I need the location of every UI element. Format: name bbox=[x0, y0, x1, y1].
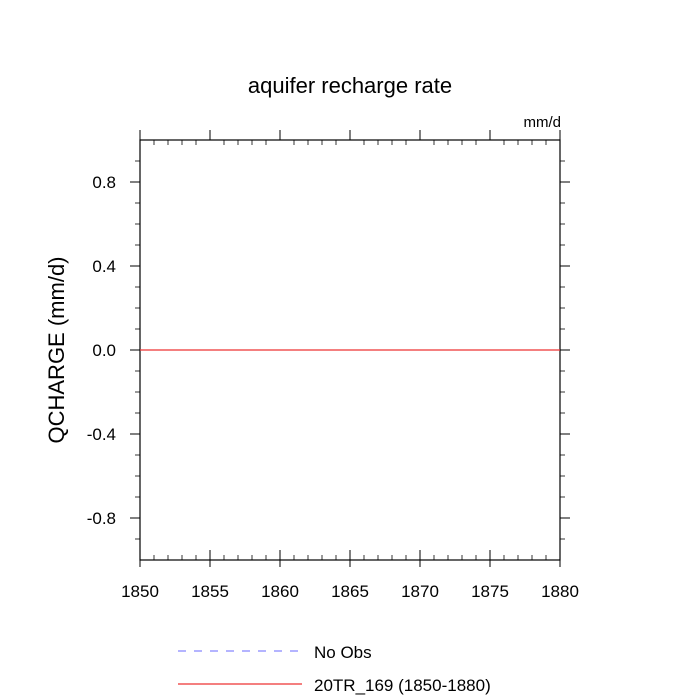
x-tick-label: 1880 bbox=[541, 582, 579, 601]
x-tick-label: 1875 bbox=[471, 582, 509, 601]
legend: No Obs 20TR_169 (1850-1880) bbox=[178, 643, 491, 695]
plot-area: 1850 1855 1860 1865 1870 1875 1880 -0.8 -0.4 0.0 0… bbox=[87, 130, 579, 601]
x-tick-label: 1860 bbox=[261, 582, 299, 601]
units-label: mm/d bbox=[524, 114, 562, 131]
y-tick-label: 0.0 bbox=[92, 341, 116, 360]
legend-label: 20TR_169 (1850-1880) bbox=[314, 676, 491, 695]
x-tick-label: 1865 bbox=[331, 582, 369, 601]
y-tick-label: -0.8 bbox=[87, 509, 116, 528]
chart-title: aquifer recharge rate bbox=[248, 73, 452, 98]
x-tick-label: 1850 bbox=[121, 582, 159, 601]
legend-label: No Obs bbox=[314, 643, 372, 662]
y-tick-label: 0.4 bbox=[92, 257, 116, 276]
y-tick-label: 0.8 bbox=[92, 173, 116, 192]
y-axis-label: QCHARGE (mm/d) bbox=[44, 257, 69, 444]
x-tick-label: 1855 bbox=[191, 582, 229, 601]
y-tick-label: -0.4 bbox=[87, 425, 116, 444]
x-tick-label: 1870 bbox=[401, 582, 439, 601]
